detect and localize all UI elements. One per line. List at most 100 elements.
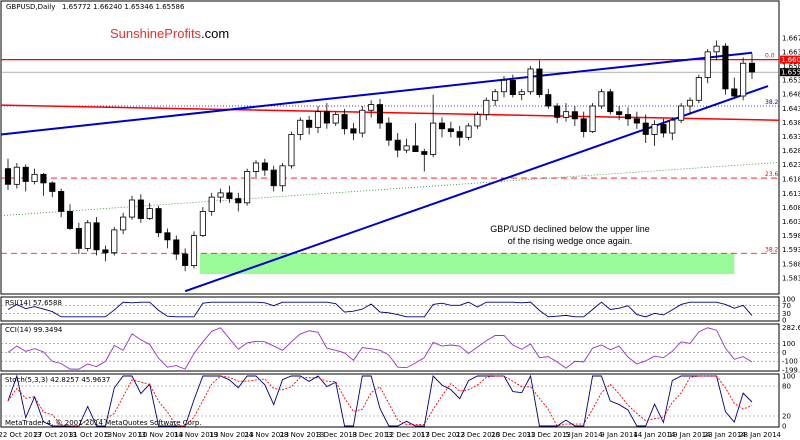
candle bbox=[633, 111, 640, 129]
candle bbox=[314, 105, 322, 134]
time-tick-label: 27 Oct 2013 bbox=[34, 431, 77, 439]
candle-body bbox=[412, 145, 419, 152]
candle-body bbox=[660, 124, 667, 134]
candle-body bbox=[226, 192, 233, 199]
candle bbox=[368, 100, 375, 118]
logo-part2: Profits bbox=[164, 26, 201, 41]
candle-body bbox=[58, 191, 65, 212]
candle bbox=[536, 60, 543, 98]
candle-body bbox=[13, 166, 20, 185]
candle-body bbox=[102, 249, 109, 254]
candle bbox=[748, 53, 756, 79]
candle bbox=[341, 108, 348, 135]
indicator-tick-label: 0 bbox=[782, 423, 786, 431]
candle-body bbox=[199, 210, 206, 236]
candle bbox=[527, 66, 534, 95]
price-tick-label: 1.66300 bbox=[782, 48, 800, 56]
indicator-tick-label: 100 bbox=[782, 373, 795, 381]
candle bbox=[102, 245, 109, 262]
candle bbox=[40, 172, 47, 196]
candle bbox=[394, 133, 401, 158]
candle-body bbox=[518, 91, 525, 95]
time-tick-label: 9 Jan 2014 bbox=[600, 431, 638, 439]
cci-title: CCI(14) 99.3494 bbox=[5, 326, 63, 334]
candle-body bbox=[678, 105, 685, 121]
indicator-tick-label: 282.6171 bbox=[782, 324, 800, 332]
candle bbox=[669, 117, 676, 141]
candle-body bbox=[580, 118, 587, 133]
rsi-panel bbox=[0, 296, 780, 322]
candle-body bbox=[332, 114, 339, 124]
indicator-tick-label: 70 bbox=[782, 302, 791, 310]
candle-body bbox=[93, 222, 100, 251]
candle bbox=[332, 111, 339, 126]
candle bbox=[306, 115, 313, 135]
indicator-tick-label: 30 bbox=[782, 310, 791, 318]
time-tick-label: 5 Jan 2014 bbox=[565, 431, 603, 439]
candle-body bbox=[748, 62, 756, 73]
declining-red-line bbox=[0, 104, 780, 121]
time-tick-label: 14 Nov 2013 bbox=[174, 431, 219, 439]
candle bbox=[261, 158, 268, 176]
levels-layer: 38.2 23.6 38.2 0.0 bbox=[1, 53, 779, 254]
candle bbox=[731, 77, 738, 98]
candle-body bbox=[155, 208, 162, 234]
candle-body bbox=[244, 171, 251, 204]
candle bbox=[554, 103, 561, 124]
last-price-tag: 1.65586 bbox=[781, 69, 800, 77]
candle bbox=[678, 103, 685, 124]
candle bbox=[350, 123, 357, 141]
time-tick-label: 14 Jan 2014 bbox=[633, 431, 676, 439]
candle-body bbox=[164, 232, 171, 241]
time-tick-label: 22 Oct 2013 bbox=[0, 431, 42, 439]
candle bbox=[492, 88, 499, 106]
candles-layer bbox=[4, 40, 756, 272]
stoch-signal-line bbox=[7, 375, 753, 427]
candle-body bbox=[624, 114, 632, 120]
candle-body bbox=[554, 105, 561, 118]
candle-body bbox=[571, 111, 578, 120]
candle bbox=[84, 219, 91, 252]
candle bbox=[270, 165, 277, 192]
candle bbox=[155, 205, 162, 238]
time-tick-label: 22 Dec 2013 bbox=[456, 431, 501, 439]
candle-body bbox=[49, 182, 56, 192]
logo-part3: .com bbox=[201, 26, 229, 41]
indicator-tick-label: -100 bbox=[782, 358, 798, 366]
candle bbox=[111, 227, 118, 256]
candle-body bbox=[288, 134, 295, 167]
candle bbox=[323, 103, 330, 129]
candle bbox=[642, 114, 649, 144]
candle bbox=[137, 194, 144, 223]
rsi-line bbox=[7, 301, 753, 318]
price-tick-label: 1.62835 bbox=[782, 147, 800, 155]
candle bbox=[660, 118, 667, 138]
candle-body bbox=[235, 198, 242, 204]
candle-body bbox=[430, 122, 437, 155]
time-tick-label: 8 Dec 2013 bbox=[352, 431, 392, 439]
candle bbox=[421, 148, 428, 172]
candle-body bbox=[376, 104, 384, 124]
level-label-3: 23.6 bbox=[765, 171, 779, 178]
candle-body bbox=[359, 109, 366, 134]
candle bbox=[49, 181, 56, 198]
time-tick-label: 28 Jan 2014 bbox=[739, 431, 782, 439]
candle bbox=[438, 117, 446, 138]
candle-body bbox=[66, 210, 74, 229]
candle-body bbox=[731, 88, 738, 97]
candle bbox=[740, 57, 747, 101]
chart-header-symbol: GBPUSD,Daily bbox=[6, 3, 55, 11]
cci-panel bbox=[0, 323, 780, 372]
candle-body bbox=[323, 111, 330, 124]
price-axis-labels: 1.66795 1.66300 1.65805 1.65310 1.64815 1.643… bbox=[780, 34, 800, 282]
candle-body bbox=[722, 45, 729, 90]
indicator-tick-label: 20 bbox=[782, 413, 791, 421]
copyright: MetaTrader 4, © 2001-2014 MetaQuotes Sof… bbox=[5, 419, 202, 427]
candle-body bbox=[252, 162, 260, 172]
time-tick-label: 23 Jan 2014 bbox=[704, 431, 747, 439]
candle-body bbox=[146, 208, 153, 219]
price-tick-label: 1.65310 bbox=[782, 77, 800, 85]
chart-header-ohlc: 1.65772 1.66240 1.65346 1.65586 bbox=[62, 3, 185, 11]
